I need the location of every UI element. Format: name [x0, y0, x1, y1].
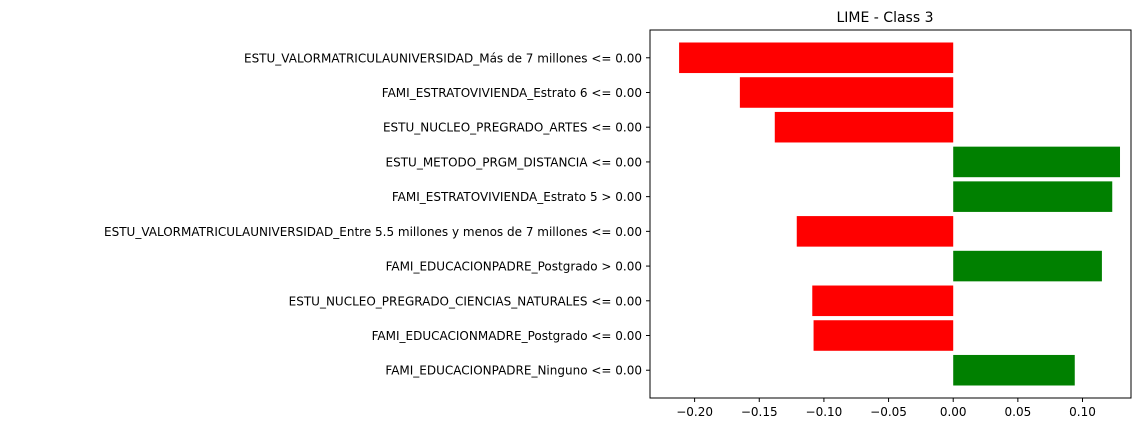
y-tick-labels: ESTU_VALORMATRICULAUNIVERSIDAD_Más de 7 … — [104, 51, 650, 378]
bars-group — [679, 42, 1121, 386]
y-tick-label: FAMI_ESTRATOVIVIENDA_Estrato 6 <= 0.00 — [382, 86, 642, 100]
x-tick-label: 0.00 — [940, 405, 967, 419]
bar-7 — [953, 250, 1102, 282]
x-tick-label: −0.15 — [741, 405, 778, 419]
y-tick-label: FAMI_EDUCACIONPADRE_Ninguno <= 0.00 — [385, 364, 642, 378]
bar-8 — [812, 285, 954, 317]
x-tick-label: 0.05 — [1005, 405, 1032, 419]
y-tick-label: FAMI_EDUCACIONPADRE_Postgrado > 0.00 — [386, 260, 642, 274]
y-tick-label: ESTU_NUCLEO_PREGRADO_CIENCIAS_NATURALES … — [289, 294, 642, 308]
x-tick-label: −0.05 — [870, 405, 907, 419]
y-tick-label: FAMI_ESTRATOVIVIENDA_Estrato 5 > 0.00 — [392, 190, 642, 204]
x-tick-label: 0.10 — [1069, 405, 1096, 419]
bar-9 — [813, 320, 954, 351]
y-tick-label: ESTU_VALORMATRICULAUNIVERSIDAD_Entre 5.5… — [104, 225, 642, 239]
bar-6 — [796, 216, 954, 247]
y-tick-label: ESTU_METODO_PRGM_DISTANCIA <= 0.00 — [386, 155, 643, 169]
bar-10 — [953, 354, 1075, 386]
y-tick-label: FAMI_EDUCACIONMADRE_Postgrado <= 0.00 — [372, 329, 642, 343]
chart-title: LIME - Class 3 — [837, 10, 934, 26]
bar-3 — [774, 111, 954, 143]
bar-4 — [953, 146, 1121, 178]
y-tick-label: ESTU_NUCLEO_PREGRADO_ARTES <= 0.00 — [383, 121, 642, 135]
bar-1 — [679, 42, 954, 74]
x-tick-label: −0.10 — [806, 405, 843, 419]
y-tick-label: ESTU_VALORMATRICULAUNIVERSIDAD_Más de 7 … — [244, 51, 642, 65]
plot-frame — [649, 29, 1132, 399]
bar-5 — [953, 181, 1113, 212]
x-tick-label: −0.20 — [676, 405, 713, 419]
bar-2 — [739, 77, 954, 108]
x-ticks: −0.20 −0.15 −0.10 −0.05 0.00 0.05 0.10 — [676, 398, 1096, 419]
